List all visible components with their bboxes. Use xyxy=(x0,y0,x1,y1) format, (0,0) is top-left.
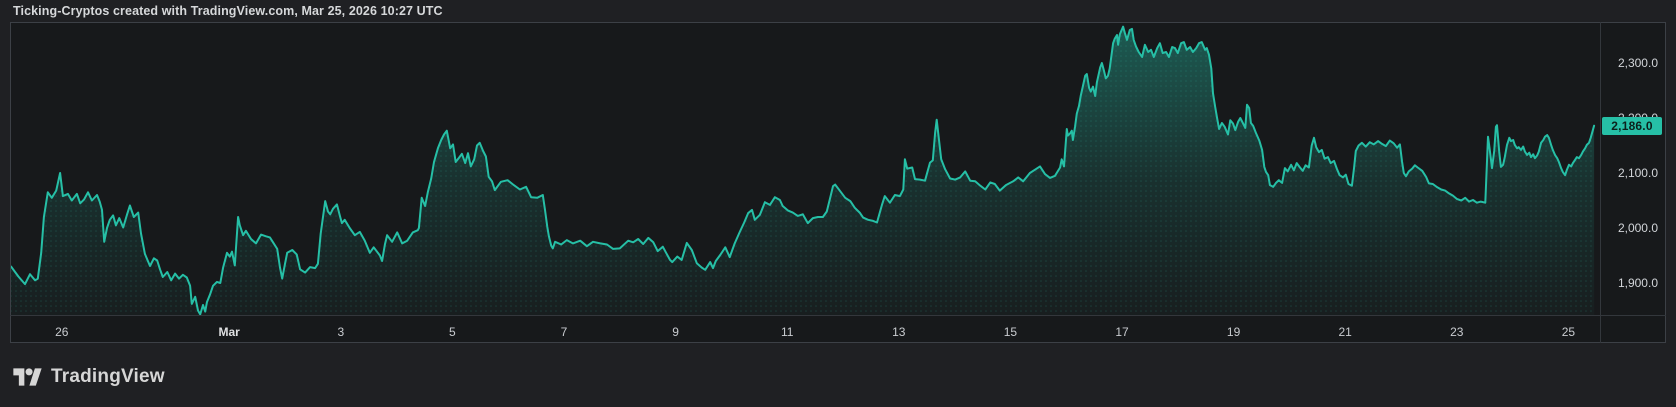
price-axis-label: 2,100.0 xyxy=(1617,166,1658,180)
time-axis-label: 19 xyxy=(1226,325,1241,339)
price-axis-label: 2,300.0 xyxy=(1617,56,1658,70)
time-axis-label: Mar xyxy=(218,325,240,339)
time-axis-label: 7 xyxy=(560,325,568,339)
time-scale-separator[interactable] xyxy=(10,315,1666,316)
tradingview-wordmark[interactable]: TradingView xyxy=(51,366,165,387)
time-axis-label: 3 xyxy=(337,325,345,339)
title-bar: Ticking-Cryptos created with TradingView… xyxy=(0,0,1676,22)
time-axis-label: 9 xyxy=(672,325,679,339)
time-axis-label: 26 xyxy=(55,325,69,339)
time-axis-label: 15 xyxy=(1003,325,1018,339)
chart-title: Ticking-Cryptos created with TradingView… xyxy=(13,4,443,18)
time-axis-label: 5 xyxy=(449,325,456,339)
last-price-badge: 2,186.0 xyxy=(1602,116,1662,135)
time-axis-label: 21 xyxy=(1338,325,1352,339)
price-axis-label: 1,900.0 xyxy=(1617,276,1658,290)
time-axis-label: 23 xyxy=(1450,325,1464,339)
price-scale-separator[interactable] xyxy=(1600,22,1601,343)
time-axis-label: 13 xyxy=(892,325,906,339)
tradingview-logo-icon[interactable] xyxy=(13,366,42,388)
time-axis-label: 25 xyxy=(1561,325,1576,339)
footer: TradingView xyxy=(13,362,165,392)
price-axis-label: 2,000.0 xyxy=(1617,221,1658,235)
time-axis-label: 11 xyxy=(780,325,794,339)
area-dot-texture xyxy=(11,26,1595,315)
price-line xyxy=(11,25,1596,315)
time-axis-label: 17 xyxy=(1115,325,1129,339)
